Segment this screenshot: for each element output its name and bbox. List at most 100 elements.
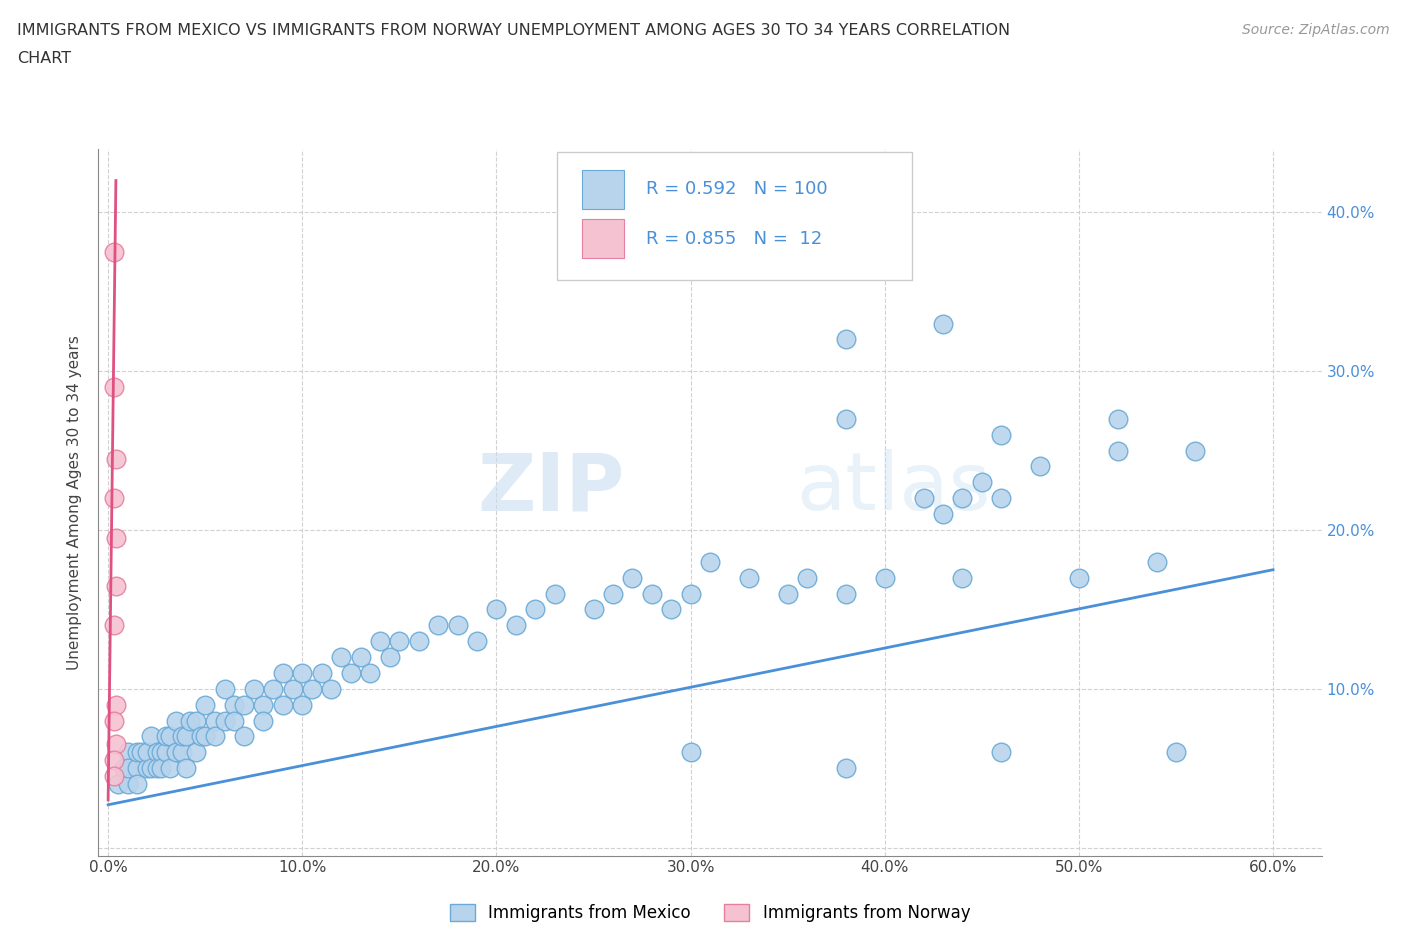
Point <box>165 745 187 760</box>
Point <box>145 761 167 776</box>
Point <box>301 682 323 697</box>
Point <box>104 698 127 712</box>
Point <box>159 729 181 744</box>
Point <box>107 777 129 791</box>
Point <box>321 682 343 697</box>
Point <box>104 737 127 751</box>
Point <box>184 745 207 760</box>
Point <box>117 745 139 760</box>
Point <box>155 729 177 744</box>
Point <box>1107 411 1129 426</box>
FancyBboxPatch shape <box>582 219 624 259</box>
Point <box>262 682 284 697</box>
Point <box>679 745 702 760</box>
Point <box>544 586 567 601</box>
Point <box>340 666 363 681</box>
Point <box>159 761 181 776</box>
Point <box>127 761 149 776</box>
FancyBboxPatch shape <box>557 153 912 280</box>
Point <box>427 618 450 632</box>
FancyBboxPatch shape <box>582 170 624 209</box>
Point <box>204 713 226 728</box>
Point <box>873 570 896 585</box>
Point <box>1067 570 1090 585</box>
Point <box>129 745 152 760</box>
Point <box>194 729 217 744</box>
Point <box>103 618 125 632</box>
Point <box>524 602 547 617</box>
Point <box>349 650 371 665</box>
Point <box>174 761 197 776</box>
Point <box>139 761 162 776</box>
Point <box>103 713 125 728</box>
Point <box>170 745 193 760</box>
Point <box>194 698 217 712</box>
Point <box>990 427 1012 442</box>
Point <box>224 713 246 728</box>
Point <box>233 729 256 744</box>
Point <box>641 586 664 601</box>
Legend: Immigrants from Mexico, Immigrants from Norway: Immigrants from Mexico, Immigrants from … <box>443 897 977 928</box>
Point <box>103 753 125 768</box>
Point <box>136 761 159 776</box>
Point <box>912 491 935 506</box>
Text: R = 0.855   N =  12: R = 0.855 N = 12 <box>647 230 823 248</box>
Point <box>103 769 125 784</box>
Point <box>204 729 226 744</box>
Point <box>252 698 274 712</box>
Point <box>835 586 858 601</box>
Point <box>104 530 127 545</box>
Text: ZIP: ZIP <box>477 449 624 527</box>
Point <box>388 633 411 648</box>
Point <box>271 666 294 681</box>
Point <box>127 777 149 791</box>
Point <box>368 633 391 648</box>
Point <box>145 745 167 760</box>
Point <box>796 570 818 585</box>
Text: IMMIGRANTS FROM MEXICO VS IMMIGRANTS FROM NORWAY UNEMPLOYMENT AMONG AGES 30 TO 3: IMMIGRANTS FROM MEXICO VS IMMIGRANTS FRO… <box>17 23 1010 38</box>
Point <box>1164 745 1187 760</box>
Point <box>103 379 125 394</box>
Point <box>104 578 127 593</box>
Point <box>738 570 761 585</box>
Point <box>155 745 177 760</box>
Point <box>952 570 974 585</box>
Point <box>149 761 172 776</box>
Point <box>378 650 401 665</box>
Point <box>505 618 527 632</box>
Text: atlas: atlas <box>796 449 990 527</box>
Point <box>252 713 274 728</box>
Point <box>291 666 314 681</box>
Point <box>446 618 468 632</box>
Point <box>149 745 172 760</box>
Point <box>932 316 955 331</box>
Point <box>776 586 799 601</box>
Text: Source: ZipAtlas.com: Source: ZipAtlas.com <box>1241 23 1389 37</box>
Point <box>103 491 125 506</box>
Point <box>136 745 159 760</box>
Point <box>224 698 246 712</box>
Y-axis label: Unemployment Among Ages 30 to 34 years: Unemployment Among Ages 30 to 34 years <box>67 335 83 670</box>
Point <box>233 698 256 712</box>
Point <box>932 507 955 522</box>
Point <box>330 650 353 665</box>
Point <box>835 332 858 347</box>
Point <box>281 682 304 697</box>
Point <box>408 633 430 648</box>
Point <box>621 570 644 585</box>
Point <box>359 666 381 681</box>
Point <box>214 713 236 728</box>
Point <box>242 682 264 697</box>
Point <box>139 729 162 744</box>
Text: R = 0.592   N = 100: R = 0.592 N = 100 <box>647 180 828 198</box>
Point <box>659 602 682 617</box>
Point <box>165 713 187 728</box>
Point <box>103 245 125 259</box>
Point <box>602 586 624 601</box>
Point <box>990 491 1012 506</box>
Point <box>1146 554 1168 569</box>
Point <box>835 411 858 426</box>
Point <box>190 729 212 744</box>
Point <box>1107 443 1129 458</box>
Text: CHART: CHART <box>17 51 70 66</box>
